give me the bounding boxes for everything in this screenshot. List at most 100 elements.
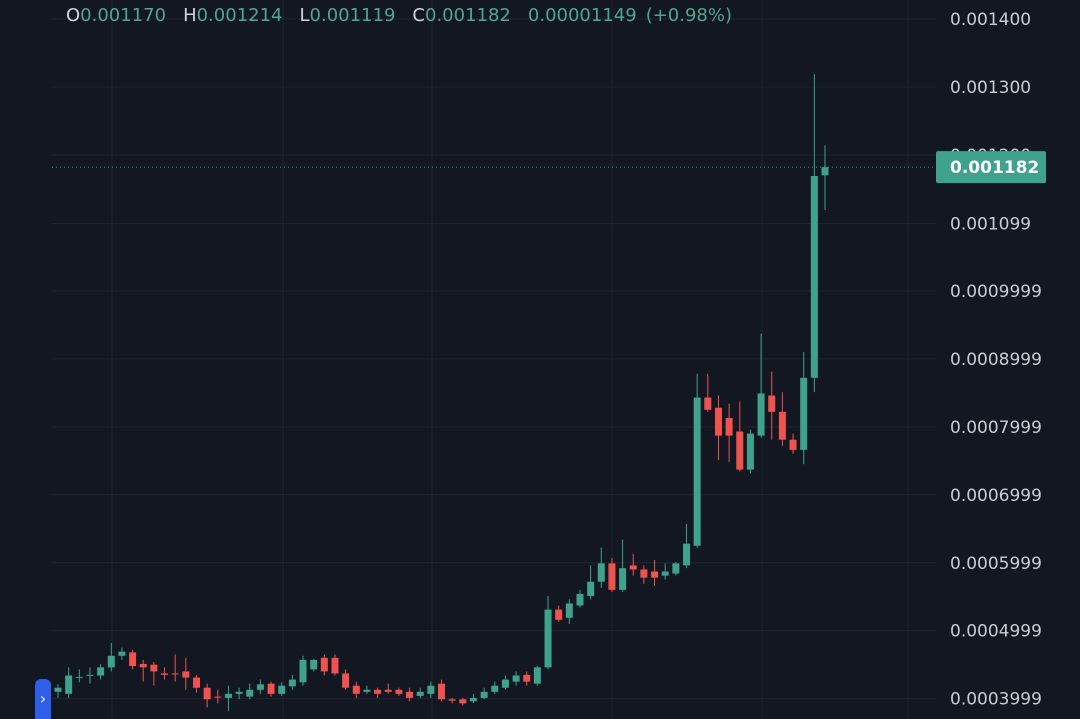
high-key: H [183,5,197,26]
candle-body [310,659,318,670]
last-price-box [936,151,1046,184]
candle-body [768,395,776,412]
candle-body [533,667,541,684]
candle-body [352,685,360,694]
candle-body [469,697,477,702]
candle-body [587,581,595,596]
y-tick-label: 0.0006999 [950,486,1042,506]
candle-body [608,563,616,590]
candle-body [171,673,179,675]
candle-body [395,689,403,694]
close-key: C [412,5,425,26]
candle-body [661,571,669,576]
candle-body [331,657,339,674]
candle-body [139,663,147,668]
candle-body [363,689,371,692]
candle-body [342,673,350,688]
candle-body [406,691,414,698]
candle-body [65,675,73,694]
candle-body [704,397,712,410]
candle-body [789,439,797,450]
candle-body [54,687,62,692]
candle-body [278,685,286,694]
y-tick-label: 0.0005999 [950,554,1042,574]
candle-body [256,684,264,690]
candle-body [448,699,456,701]
y-tick-label: 0.001400 [950,10,1031,30]
candle-body [672,563,680,574]
candle-body [416,691,424,696]
candle-body [746,433,754,470]
candle-body [800,377,808,450]
candle-body [267,683,275,694]
candle-body [523,674,531,682]
change-percent: (+0.98%) [645,5,732,26]
candle-body [459,699,467,704]
candle-body [75,676,83,678]
candle-body [374,689,382,694]
candle-body [235,691,243,694]
candle-body [438,683,445,700]
expand-button[interactable]: › [35,679,51,719]
candle-body [736,431,744,470]
vertical-grid [111,0,909,719]
candle-body [288,679,296,687]
high-value: 0.001214 [196,5,283,26]
candle-body [182,671,190,678]
candle-body [693,397,701,546]
candle-body [512,675,520,682]
candle-body [480,691,488,698]
low-value: 0.001119 [309,5,396,26]
y-tick-label: 0.0008999 [950,350,1042,370]
candle-body [107,655,115,668]
candle-body [299,659,307,683]
ohlc-header: O 0.001170 H 0.001214 L 0.001119 C 0.001182 … [66,5,741,26]
candle-body [544,609,552,668]
candle-body [821,167,829,176]
candle-body [203,687,211,700]
candle-body [714,407,722,436]
y-tick-label: 0.001300 [950,78,1031,98]
candle-body [501,679,509,688]
candle-body [150,664,158,672]
candle-body [97,667,105,676]
candle-body [565,603,573,618]
candle-body [629,565,637,570]
candle-body [224,693,232,698]
candle-body [640,569,648,578]
y-tick-label: 0.0009999 [950,282,1042,302]
candle-body [214,696,222,698]
y-tick-label: 0.0007999 [950,418,1042,438]
candle-body [757,393,765,436]
close-value: 0.001182 [425,5,511,26]
candle-body [427,685,435,694]
y-tick-label: 0.0003999 [950,690,1042,710]
candle-body [555,609,563,620]
candle-body [778,411,786,440]
last-price-label: 0.001182 [950,158,1039,178]
candle-body [491,685,499,692]
change-value: 0.00001149 [527,5,637,26]
open-value: 0.001170 [80,5,167,26]
candle-body [161,673,169,675]
candle-body [129,652,137,666]
candle-body [597,563,605,582]
candle-body [118,651,126,656]
candle-body [384,689,392,692]
candle-body [619,568,627,590]
candle-body [651,571,659,578]
candle-body [683,543,691,566]
candle-body [810,176,818,378]
candle-body [576,593,584,606]
candle-body [320,657,328,672]
y-tick-label: 0.001099 [950,215,1031,235]
candle-body [192,677,200,688]
candle-body [246,689,254,697]
low-key: L [299,5,310,26]
candle-body [86,674,94,676]
y-tick-label: 0.0004999 [950,622,1042,642]
candle-body [725,417,733,436]
open-key: O [66,5,81,26]
